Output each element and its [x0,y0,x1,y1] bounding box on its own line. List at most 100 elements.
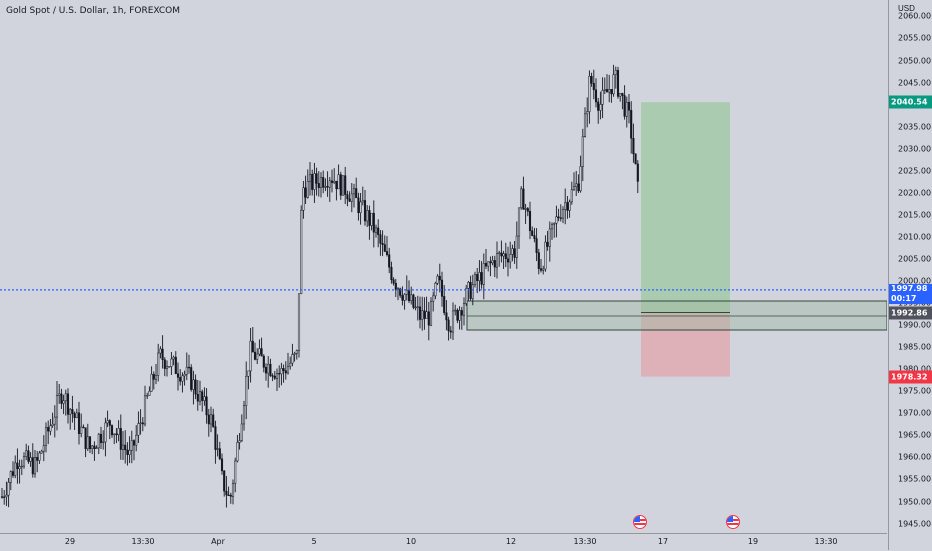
candle-body [262,355,265,368]
candle-body [18,466,21,470]
candle-body [478,272,481,281]
price-tick-label: 1970.00 [898,408,932,418]
candle-body [599,104,602,111]
candle-body [597,101,600,111]
us-flag-icon[interactable] [633,515,647,529]
candle-body [517,207,521,237]
candle-body [616,70,620,97]
candle-body [247,370,250,377]
candle-body [280,368,283,375]
candle-body [392,279,395,284]
candle-body [66,393,70,415]
candle-body [203,396,206,401]
candle-body [515,235,518,258]
candle-body [113,433,116,436]
candle-body [520,188,523,209]
candle-body [344,175,347,195]
candle-body [471,284,474,299]
candle-body [425,311,428,319]
candle-body [370,212,373,226]
candle-body [225,490,228,496]
candle-body [462,303,466,316]
candle-body [273,375,276,379]
current-price-tag: 1997.98 00:17 [889,284,932,304]
candle-body [509,254,512,263]
candle-body [168,366,171,368]
candle-body [487,261,490,267]
candle-body [102,441,105,444]
price-tick-label: 1955.00 [898,474,932,484]
candle-body [152,373,155,380]
candle-body [302,187,305,211]
candle-body [456,309,459,321]
support-zone-box[interactable] [466,300,887,331]
candle-body [572,186,576,190]
candle-body [205,396,208,416]
price-chart[interactable] [0,0,887,533]
candle-body [491,260,494,264]
candle-body [526,208,529,212]
candle-body [447,319,450,332]
candle-body [390,266,393,281]
candle-body [119,428,122,450]
price-tick-label: 1945.00 [898,519,932,529]
us-flag-icon[interactable] [726,515,740,529]
candle-body [619,92,622,97]
candle-body [559,217,562,219]
price-axis[interactable]: USD 2060.002055.002050.002045.002040.002… [888,0,932,550]
candle-body [201,391,204,401]
candle-body [500,252,503,257]
time-tick-label: 17 [657,537,669,546]
candle-body [445,312,448,321]
candle-body [42,445,45,452]
candle-body [594,89,598,103]
candle-body [231,482,235,497]
candle-body [53,416,56,425]
candle-body [480,272,483,285]
candle-body [267,363,270,374]
candle-body [264,367,268,374]
candle-body [44,427,48,446]
candle-body [27,450,30,462]
candle-body [236,442,239,462]
candle-body [438,275,441,281]
candle-body [128,450,131,455]
candle-body [484,263,488,267]
candle-body [150,373,153,392]
candle-body [537,252,540,269]
candle-body [555,216,558,224]
candle-body [62,400,65,404]
candle-body [579,166,582,192]
candle-body [220,458,224,472]
candle-body [183,373,186,377]
candle-body [476,274,479,281]
candle-body [29,457,32,462]
time-axis[interactable]: 29 13:30 Apr 5 10 12 13:30 17 19 13:30 [0,533,887,551]
candle-body [179,377,182,382]
candle-body [566,202,569,211]
candle-body [176,373,180,378]
time-tick-label: Apr [211,537,225,546]
stop-loss-zone[interactable] [641,312,730,377]
time-tick-label: 13:30 [573,537,597,546]
candle-body [575,183,578,187]
candle-body [229,494,232,497]
candle-body [612,74,615,95]
candle-body [5,494,8,498]
candle-body [258,348,261,355]
candle-body [198,391,202,402]
candle-body [194,379,197,395]
candle-body [313,173,316,190]
candle-body [429,300,433,326]
candle-body [161,348,164,360]
candle-body [355,188,358,199]
candle-body [467,281,470,289]
candle-body [570,189,573,203]
time-tick-label: 29 [64,537,76,546]
candle-body [174,356,177,374]
candle-body [38,452,41,461]
candle-body [333,180,336,183]
candle-body [524,208,527,210]
current-price-value: 1997.98 [891,284,928,293]
take-profit-zone[interactable] [641,102,730,313]
